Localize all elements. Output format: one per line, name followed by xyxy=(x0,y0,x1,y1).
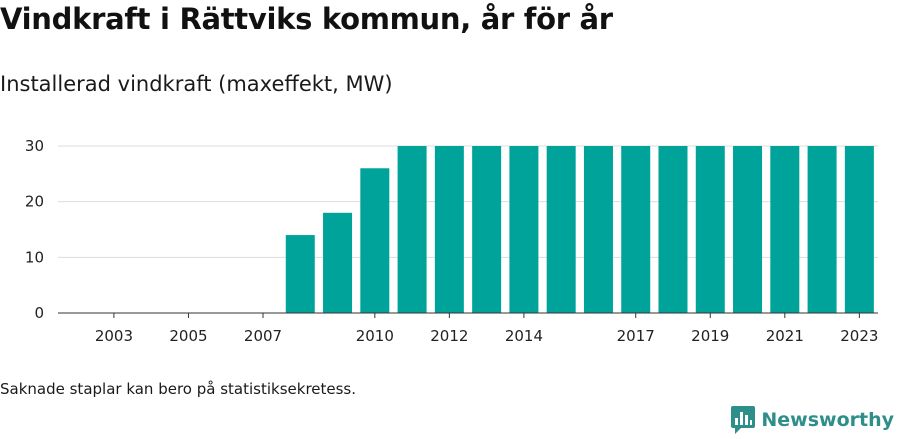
x-tick-label: 2007 xyxy=(244,327,282,345)
x-tick-label: 2003 xyxy=(95,327,133,345)
y-tick-label: 20 xyxy=(25,193,44,211)
bar-2020 xyxy=(733,146,763,313)
bar-2016 xyxy=(583,146,613,313)
y-tick-label: 30 xyxy=(25,137,44,155)
bar-2010 xyxy=(360,168,390,313)
x-tick-label: 2012 xyxy=(430,327,468,345)
bar-2017 xyxy=(621,146,651,313)
x-tick-label: 2021 xyxy=(766,327,804,345)
bar-2018 xyxy=(658,146,688,313)
newsworthy-logo-icon xyxy=(731,406,756,434)
x-tick-label: 2023 xyxy=(840,327,878,345)
brand-logo[interactable]: Newsworthy xyxy=(731,406,894,434)
chart-subtitle: Installerad vindkraft (maxeffekt, MW) xyxy=(0,72,393,96)
bar-2012 xyxy=(434,146,464,313)
bar-2023 xyxy=(844,146,874,313)
bar-2008 xyxy=(285,235,315,313)
bar-2022 xyxy=(807,146,837,313)
brand-name: Newsworthy xyxy=(761,409,894,431)
y-tick-label: 0 xyxy=(34,304,44,322)
bar-2009 xyxy=(323,212,353,313)
footnote: Saknade staplar kan bero på statistiksek… xyxy=(0,380,357,398)
bar-2011 xyxy=(397,146,427,313)
x-tick-label: 2019 xyxy=(691,327,729,345)
x-tick-label: 2014 xyxy=(505,327,543,345)
bar-chart: 0 10 20 30 2003 2005 2007 2010 2012 2014 2017 2019… xyxy=(25,137,879,345)
bars xyxy=(285,146,874,313)
y-axis-labels: 0 10 20 30 xyxy=(25,137,44,322)
x-axis-labels: 2003 2005 2007 2010 2012 2014 2017 2019 2021 2023 xyxy=(95,313,878,345)
bar-2021 xyxy=(770,146,800,313)
x-tick-label: 2010 xyxy=(356,327,394,345)
x-tick-label: 2017 xyxy=(617,327,655,345)
bar-2015 xyxy=(546,146,576,313)
chart-title: Vindkraft i Rättviks kommun, år för år xyxy=(0,2,613,36)
bar-2013 xyxy=(472,146,502,313)
y-tick-label: 10 xyxy=(25,248,44,266)
bar-2019 xyxy=(695,146,725,313)
bar-2014 xyxy=(509,146,539,313)
x-tick-label: 2005 xyxy=(169,327,207,345)
